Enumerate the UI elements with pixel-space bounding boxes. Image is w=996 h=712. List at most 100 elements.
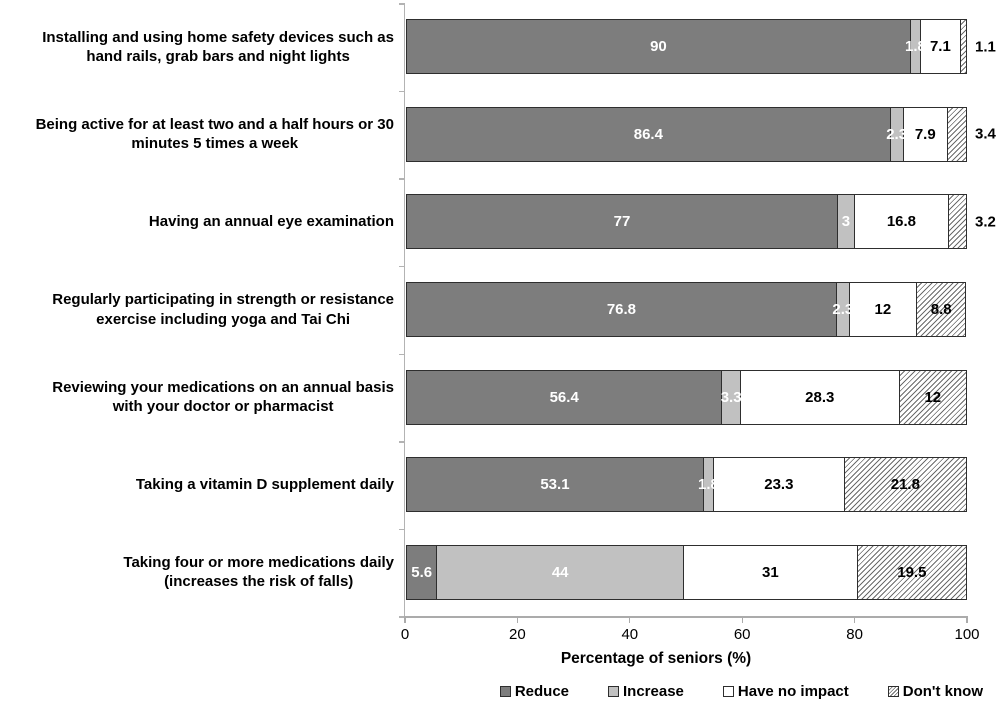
legend-marker-have-no-impact	[722, 686, 734, 697]
bar-segment-have-no-impact: 23.3	[713, 457, 845, 513]
segment-value-label: 12	[874, 301, 892, 319]
legend-label: Have no impact	[737, 683, 849, 700]
y-axis-line	[404, 4, 406, 617]
bar-segment-have-no-impact: 16.8	[854, 194, 950, 250]
x-axis: 0 20 40 60 80 100	[400, 616, 980, 656]
legend-label: Increase	[623, 683, 684, 700]
x-axis-tick-label: 60	[733, 626, 751, 643]
bar-row: Taking four or more medications daily (i…	[0, 528, 996, 616]
bar-segment-reduce: 86.4	[406, 106, 891, 162]
category-label-text: Installing and using home safety devices…	[42, 28, 394, 65]
y-axis-tick	[399, 266, 405, 268]
legend-item-reduce: Reduce	[499, 683, 569, 700]
segment-value-label-outside: 3.4	[975, 125, 996, 143]
segment-value-label: 7.1	[929, 38, 951, 56]
segment-value-label: 3	[841, 213, 851, 231]
segment-value-label: 19.5	[897, 563, 927, 581]
x-axis-tick	[516, 616, 519, 623]
bar-segment-reduce: 90	[406, 19, 911, 75]
bar-segment-increase: 2.3	[832, 282, 853, 338]
legend-marker-don-t-know	[887, 686, 899, 697]
bar-segment-increase: 44	[437, 544, 684, 600]
bar-track: 56.4 3.3 28.3 12	[406, 369, 967, 425]
category-label-text: Having an annual eye examination	[148, 213, 394, 231]
bar-segment-don-t-know	[960, 19, 967, 75]
bar-row: Reviewing your medications on an annual …	[0, 353, 996, 441]
legend-item-have-no-impact: Have no impact	[722, 683, 849, 700]
category-label-text: Taking a vitamin D supplement daily	[135, 476, 394, 494]
legend-label: Don't know	[902, 683, 983, 700]
bar-row: Regularly participating in strength or r…	[0, 266, 996, 354]
category-label: Installing and using home safety devices…	[0, 28, 394, 66]
segment-value-label: 23.3	[764, 476, 794, 494]
x-axis-tick-label: 0	[400, 626, 410, 643]
category-label: Being active for at least two and a half…	[0, 115, 394, 153]
bar-segment-reduce: 56.4	[406, 369, 723, 425]
x-axis-line	[404, 616, 968, 618]
segment-value-label: 31	[761, 563, 779, 581]
segment-value-label: 2.3	[832, 301, 854, 319]
bar-row: Installing and using home safety devices…	[0, 3, 996, 91]
x-axis-tick	[629, 616, 631, 623]
bar-track: 76.8 2.3 12 8.8	[406, 282, 967, 338]
bar-segment-have-no-impact: 31	[683, 544, 858, 600]
legend-item-don-t-know: Don't know	[887, 683, 983, 700]
segment-value-label: 5.6	[411, 563, 433, 581]
segment-value-label: 1.8	[905, 38, 926, 56]
bar-row: Having an annual eye examination 77 3 16.8 3…	[0, 178, 996, 266]
y-axis-tick	[399, 3, 405, 5]
bar-segment-don-t-know: 12	[899, 369, 967, 425]
category-label-text: Reviewing your medications on an annual …	[52, 378, 394, 416]
bar-track: 53.1 1.8 23.3 21.8	[406, 457, 967, 513]
legend-item-increase: Increase	[608, 683, 684, 700]
segment-value-label-outside: 1.1	[975, 38, 996, 56]
bar-row: Being active for at least two and a half…	[0, 91, 996, 179]
bar-row: Taking a vitamin D supplement daily 53.1 1…	[0, 441, 996, 529]
segment-value-label-outside: 3.2	[975, 213, 996, 231]
x-axis-tick	[966, 616, 968, 623]
y-axis-tick	[399, 528, 405, 531]
y-axis-tick	[399, 353, 405, 355]
legend-marker-increase	[608, 686, 619, 697]
segment-value-label: 56.4	[549, 388, 579, 406]
legend-label: Reduce	[514, 683, 569, 700]
bar-segment-increase: 3	[837, 194, 855, 250]
bar-segment-don-t-know	[947, 106, 967, 162]
bar-track: 90 1.8 7.1 1.1	[406, 19, 996, 75]
bar-segment-have-no-impact: 12	[849, 282, 918, 338]
bar-segment-have-no-impact: 28.3	[740, 369, 900, 425]
bar-segment-reduce: 77	[406, 194, 838, 250]
category-label: Taking a vitamin D supplement daily	[0, 475, 394, 494]
y-axis-tick	[399, 441, 405, 443]
segment-value-label: 44	[551, 563, 569, 581]
category-label: Reviewing your medications on an annual …	[0, 378, 394, 416]
segment-value-label: 1.8	[698, 476, 719, 494]
plot-rows: Installing and using home safety devices…	[0, 3, 996, 616]
segment-value-label: 7.9	[914, 125, 936, 143]
y-axis-tick	[399, 90, 405, 93]
bar-segment-don-t-know: 21.8	[844, 457, 967, 513]
segment-value-label: 12	[924, 388, 942, 406]
category-label-text: Being active for at least two and a half…	[35, 116, 394, 153]
bar-segment-reduce: 76.8	[406, 282, 837, 338]
category-label: Having an annual eye examination	[0, 212, 394, 231]
y-axis-tick	[399, 616, 405, 618]
x-axis-tick-label: 40	[621, 626, 639, 643]
bar-segment-increase: 3.3	[721, 369, 742, 425]
bar-segment-have-no-impact: 7.1	[920, 19, 961, 75]
category-label-text: Taking four or more medications daily (i…	[123, 554, 394, 591]
bar-track: 77 3 16.8 3.2	[406, 194, 996, 250]
x-axis-tick	[741, 616, 743, 623]
x-axis-tick	[853, 616, 856, 623]
y-axis-tick	[399, 178, 405, 180]
segment-value-label: 21.8	[890, 476, 920, 494]
bar-segment-don-t-know: 8.8	[917, 282, 967, 338]
segment-value-label: 76.8	[606, 301, 637, 319]
x-axis-tick-label: 80	[846, 626, 863, 643]
segment-value-label: 90	[650, 38, 667, 56]
bar-track: 86.4 2.3 7.9 3.4	[406, 106, 996, 162]
segment-value-label: 16.8	[886, 213, 917, 231]
bar-segment-reduce: 53.1	[406, 457, 704, 513]
segment-value-label: 8.8	[930, 301, 952, 319]
